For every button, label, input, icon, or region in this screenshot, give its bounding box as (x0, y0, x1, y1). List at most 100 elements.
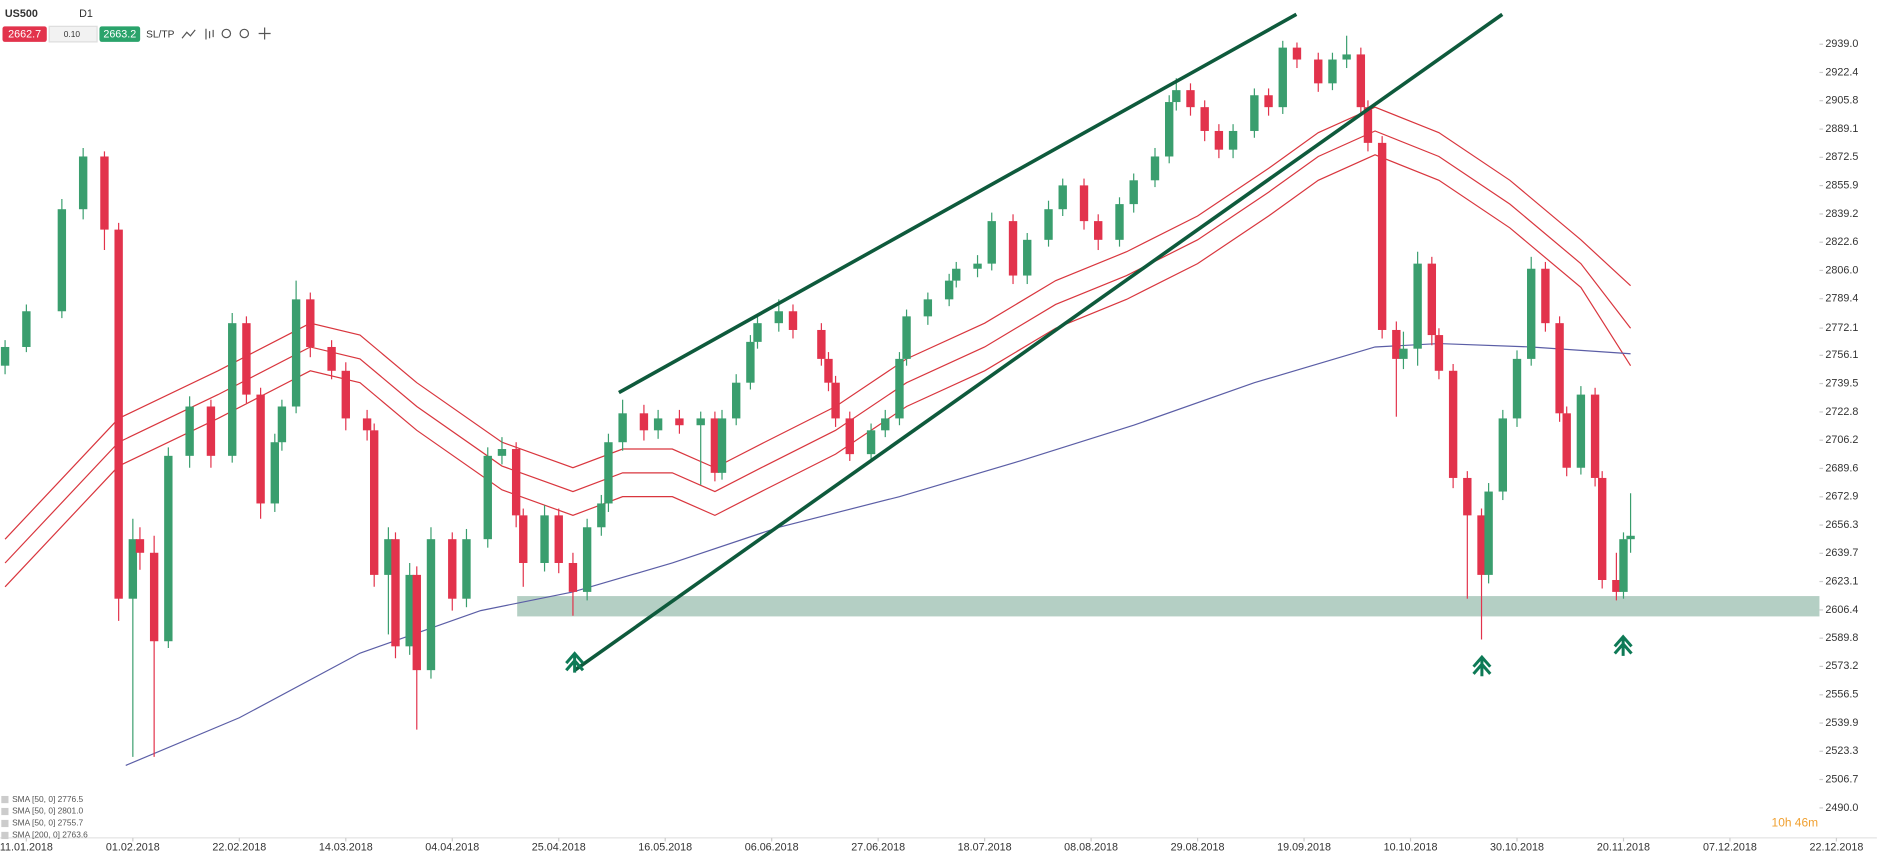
candle-body (1008, 221, 1018, 276)
candle-body (1562, 413, 1571, 468)
spread-box (48, 25, 98, 43)
candle-body (242, 323, 251, 395)
y-tick-label: 2772.1 (1825, 322, 1858, 334)
support-zone (517, 596, 1820, 617)
candle-body (1555, 323, 1564, 414)
toolbar-icons (181, 27, 271, 40)
x-tick-label: 08.08.2018 (1064, 841, 1118, 853)
legend-swatch (1, 819, 9, 828)
x-tick-label: 10.10.2018 (1384, 841, 1438, 853)
y-tick-label: 2672.9 (1825, 491, 1858, 503)
candle-body (341, 370, 350, 419)
candle-body (923, 299, 933, 317)
candle-body (1434, 335, 1444, 371)
candle-body (1094, 221, 1103, 240)
candle-body (228, 323, 237, 456)
candle-body (78, 156, 88, 210)
candle-body (817, 329, 826, 359)
candle-body (788, 311, 798, 330)
x-tick-label: 04.04.2018 (425, 841, 479, 853)
x-tick-label: 16.05.2018 (638, 841, 692, 853)
indicators-icon[interactable] (205, 28, 214, 40)
y-tick-label: 2506.7 (1825, 773, 1858, 785)
candle-body (1392, 329, 1401, 359)
spread: 0.10 (64, 29, 81, 39)
plot-area (0, 35, 1635, 766)
symbol[interactable]: US500 (5, 8, 38, 20)
candle-body (1399, 348, 1408, 359)
candle-body (164, 455, 173, 642)
candle-body (902, 316, 911, 359)
y-tick-label: 2872.5 (1825, 151, 1858, 163)
candle-body (732, 382, 741, 419)
candle-body (831, 382, 840, 419)
y-tick-label: 2739.5 (1825, 377, 1858, 389)
candle-body (306, 299, 315, 347)
chart-type-icon[interactable] (181, 29, 196, 39)
y-tick-label: 2639.7 (1825, 547, 1858, 559)
legend-entry: SMA [50, 0] 2801.0 (12, 806, 83, 816)
candle-body (1477, 515, 1486, 575)
arrows (565, 634, 1633, 677)
candle-body (1115, 204, 1124, 240)
x-tick-label: 22.02.2018 (212, 841, 266, 853)
crosshair-icon[interactable] (258, 27, 271, 40)
candle-body (497, 449, 507, 456)
candle-body (845, 418, 854, 455)
y-tick-label: 2589.8 (1825, 632, 1858, 644)
legend-swatch (1, 807, 9, 816)
x-tick-label: 25.04.2018 (532, 841, 586, 853)
candle-body (448, 539, 457, 599)
y-tick-label: 2822.6 (1825, 236, 1858, 248)
candle-body (291, 299, 301, 407)
candle-body (511, 449, 521, 516)
x-tick-label: 14.03.2018 (319, 841, 373, 853)
timeframe[interactable]: D1 (79, 8, 93, 20)
candle-body (1200, 107, 1209, 131)
candle-body (944, 280, 954, 300)
legend-swatch (1, 831, 9, 840)
candle-body (1527, 268, 1536, 359)
candle-body (604, 442, 613, 504)
candle-body (895, 358, 904, 419)
buy-price[interactable]: 2663.2 (103, 29, 136, 41)
x-tick-label: 27.06.2018 (851, 841, 905, 853)
y-tick-label: 2573.2 (1825, 660, 1858, 672)
y-tick-label: 2855.9 (1825, 179, 1858, 191)
candle-body (675, 418, 684, 426)
buy-button[interactable] (99, 26, 141, 42)
sell-button[interactable] (2, 26, 47, 42)
candle-body (1448, 370, 1458, 478)
y-tick-label: 2939.0 (1825, 38, 1858, 50)
candle-body (483, 455, 492, 540)
candle-body (987, 221, 996, 264)
candle-body (1512, 358, 1522, 419)
candle-body (1314, 59, 1323, 84)
y-tick-label: 2905.8 (1825, 95, 1858, 107)
timer: 10h 46m (1772, 816, 1819, 830)
y-tick-label: 2756.1 (1825, 349, 1858, 361)
zoom-out-icon[interactable] (221, 28, 232, 39)
candle-body (391, 539, 400, 647)
candle-body (973, 263, 982, 269)
candle-body (582, 527, 592, 592)
candle-body (462, 539, 471, 599)
candle-body (1129, 180, 1138, 205)
candle-body (149, 552, 159, 642)
candle-body (1484, 491, 1493, 575)
sell-price[interactable]: 2662.7 (8, 29, 41, 41)
candle-body (1619, 539, 1628, 592)
y-tick-label: 2623.1 (1825, 575, 1858, 587)
candle-body (1214, 130, 1224, 150)
candle-body (1541, 268, 1550, 324)
candle-body (128, 539, 138, 599)
up-arrow (565, 651, 585, 673)
y-tick-label: 2706.2 (1825, 434, 1858, 446)
candle-body (362, 418, 372, 431)
sltp-button[interactable]: SL/TP (146, 29, 174, 40)
candle-body (1250, 95, 1259, 131)
candle-body (952, 268, 961, 281)
channel-lower-line (573, 12, 1504, 672)
zoom-in-icon[interactable] (239, 28, 250, 39)
